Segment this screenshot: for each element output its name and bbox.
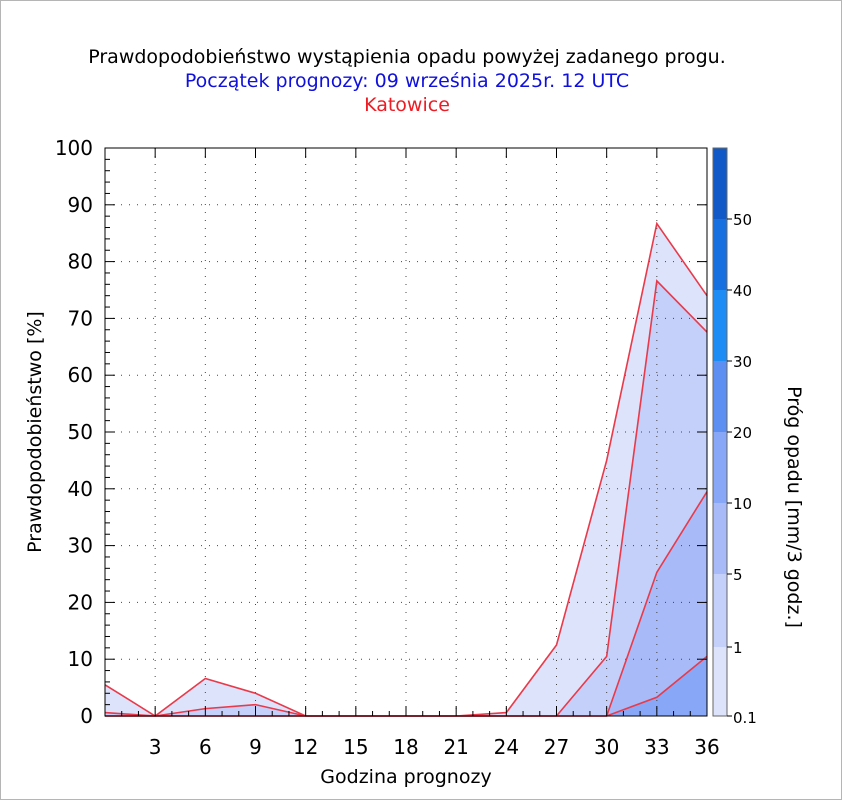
area-series-5	[105, 491, 707, 716]
colorbar-band-5	[713, 290, 727, 361]
y-tick-label-70: 70	[68, 306, 93, 330]
colorbar: 0.1 1 5 10 20 30 40 50	[712, 147, 757, 727]
chart-subtitle: Początek prognozy: 09 września 2025r. 12…	[185, 70, 629, 92]
colorbar-tick-label-50: 50	[733, 211, 752, 229]
colorbar-tick-label-20: 20	[733, 424, 752, 442]
colorbar-band-6	[713, 219, 727, 290]
x-axis-label: Godzina prognozy	[320, 766, 491, 788]
x-tick-label-15: 15	[343, 735, 368, 759]
colorbar-band-1	[713, 574, 727, 647]
x-axis-ticks: 3 6 9 12 15 18 21 24 27 30 33 36	[121, 148, 720, 759]
x-tick-label-33: 33	[644, 735, 669, 759]
y-axis-ticks: 0 10 20 30 40 50 60 70 80 90 100	[55, 136, 707, 728]
colorbar-tick-label-40: 40	[733, 282, 752, 300]
y-tick-label-0: 0	[80, 704, 93, 728]
colorbar-band-3	[713, 432, 727, 503]
area-series-10	[105, 656, 707, 716]
plot-area	[105, 148, 707, 716]
x-tick-label-21: 21	[443, 735, 468, 759]
y-axis-label: Prawdopodobieństwo [%]	[24, 311, 46, 553]
y-tick-label-40: 40	[68, 477, 93, 501]
colorbar-tick-label-30: 30	[733, 353, 752, 371]
x-tick-label-6: 6	[199, 735, 212, 759]
colorbar-tick-label-0.1: 0.1	[733, 709, 757, 727]
colorbar-band-2	[713, 503, 727, 574]
y-tick-label-90: 90	[68, 193, 93, 217]
colorbar-label: Próg opadu [mm/3 godz.]	[783, 386, 805, 628]
colorbar-tick-label-1: 1	[733, 639, 743, 657]
colorbar-tick-label-5: 5	[733, 566, 743, 584]
y-tick-label-60: 60	[68, 363, 93, 387]
y-tick-label-80: 80	[68, 250, 93, 274]
y-tick-label-30: 30	[68, 534, 93, 558]
x-tick-label-12: 12	[293, 735, 318, 759]
x-tick-label-27: 27	[544, 735, 569, 759]
y-tick-label-10: 10	[68, 647, 93, 671]
x-tick-label-9: 9	[249, 735, 262, 759]
colorbar-band-7	[713, 148, 727, 219]
colorbar-band-4	[713, 361, 727, 432]
x-tick-label-24: 24	[494, 735, 519, 759]
y-tick-label-100: 100	[55, 136, 93, 160]
colorbar-tick-label-10: 10	[733, 495, 752, 513]
chart-title: Prawdopodobieństwo wystąpienia opadu pow…	[88, 46, 726, 68]
chart-station: Katowice	[364, 94, 450, 116]
x-tick-label-18: 18	[393, 735, 418, 759]
colorbar-band-0	[713, 647, 727, 716]
y-tick-label-20: 20	[68, 590, 93, 614]
x-tick-label-3: 3	[149, 735, 162, 759]
x-tick-label-30: 30	[594, 735, 619, 759]
y-tick-label-50: 50	[68, 420, 93, 444]
x-tick-label-36: 36	[694, 735, 719, 759]
